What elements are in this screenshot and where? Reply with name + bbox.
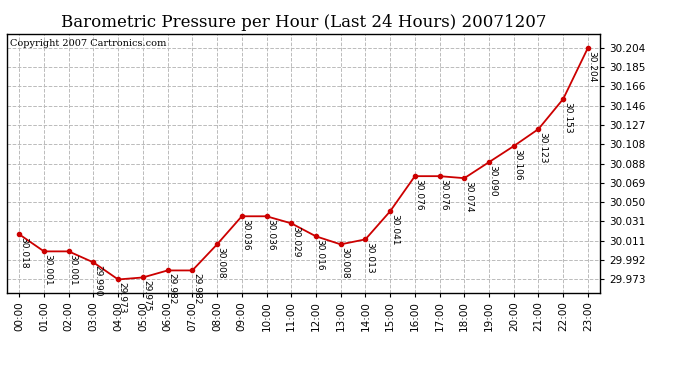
Text: 29.973: 29.973 <box>118 282 127 314</box>
Text: 30.076: 30.076 <box>440 179 449 211</box>
Text: 30.204: 30.204 <box>588 51 597 82</box>
Text: 30.076: 30.076 <box>415 179 424 211</box>
Text: 30.008: 30.008 <box>340 247 349 279</box>
Text: 30.074: 30.074 <box>464 181 473 213</box>
Text: 29.990: 29.990 <box>93 265 102 297</box>
Text: 30.001: 30.001 <box>43 254 52 286</box>
Text: 30.018: 30.018 <box>19 237 28 269</box>
Text: 29.982: 29.982 <box>192 273 201 304</box>
Text: 30.016: 30.016 <box>315 239 324 271</box>
Text: 30.013: 30.013 <box>365 242 374 274</box>
Title: Barometric Pressure per Hour (Last 24 Hours) 20071207: Barometric Pressure per Hour (Last 24 Ho… <box>61 14 546 31</box>
Text: 30.008: 30.008 <box>217 247 226 279</box>
Text: 30.090: 30.090 <box>489 165 497 196</box>
Text: Copyright 2007 Cartronics.com: Copyright 2007 Cartronics.com <box>10 39 166 48</box>
Text: 30.029: 30.029 <box>291 226 300 258</box>
Text: 30.153: 30.153 <box>563 102 572 134</box>
Text: 30.041: 30.041 <box>390 214 399 246</box>
Text: 30.123: 30.123 <box>538 132 547 163</box>
Text: 30.106: 30.106 <box>513 149 522 180</box>
Text: 30.001: 30.001 <box>68 254 77 286</box>
Text: 30.036: 30.036 <box>266 219 275 251</box>
Text: 29.975: 29.975 <box>143 280 152 312</box>
Text: 30.036: 30.036 <box>241 219 250 251</box>
Text: 29.982: 29.982 <box>167 273 176 304</box>
